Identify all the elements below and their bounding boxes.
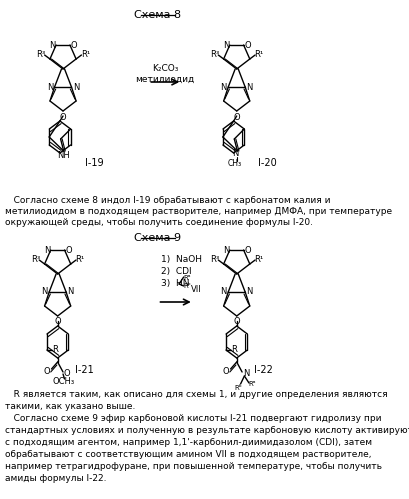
Text: NH: NH	[57, 152, 70, 161]
Text: 2)  CDI: 2) CDI	[161, 267, 191, 276]
Text: 1)  NaOH: 1) NaOH	[161, 255, 202, 264]
Text: CH₃: CH₃	[227, 159, 242, 168]
Text: N: N	[49, 40, 55, 49]
Text: OCH₃: OCH₃	[53, 378, 75, 387]
Text: 3)  HN: 3) HN	[161, 279, 189, 288]
Text: O: O	[244, 40, 250, 49]
Text: O: O	[244, 246, 250, 254]
Text: Схема 9: Схема 9	[134, 233, 181, 243]
Text: метилиодидом в подходящем растворителе, например ДМФА, при температуре: метилиодидом в подходящем растворителе, …	[4, 207, 391, 216]
Text: Согласно схеме 8 индол I-19 обрабатывают с карбонатом калия и: Согласно схеме 8 индол I-19 обрабатывают…	[4, 196, 329, 205]
Text: N: N	[67, 287, 74, 296]
Text: O: O	[233, 112, 239, 121]
Text: R³: R³	[36, 49, 45, 58]
Text: такими, как указано выше.: такими, как указано выше.	[4, 402, 135, 411]
Text: Rᵇ: Rᵇ	[183, 283, 191, 289]
Text: R³: R³	[31, 254, 40, 263]
Text: O: O	[70, 40, 77, 49]
Text: O: O	[60, 112, 66, 121]
Text: Rᵃ: Rᵃ	[248, 381, 255, 387]
Text: N: N	[220, 287, 226, 296]
Text: R³: R³	[209, 254, 218, 263]
Text: метилиодид: метилиодид	[135, 74, 194, 83]
Text: R: R	[52, 345, 58, 354]
Text: N: N	[44, 246, 50, 254]
Text: O: O	[222, 366, 229, 376]
Text: O: O	[43, 366, 50, 376]
Text: O: O	[63, 368, 70, 378]
Text: N: N	[220, 82, 226, 91]
Text: R¹: R¹	[81, 49, 90, 58]
Text: VII: VII	[190, 285, 201, 294]
Text: N: N	[41, 287, 47, 296]
Text: O: O	[65, 246, 72, 254]
Text: стандартных условиях и полученную в результате карбоновую кислоту активируют: стандартных условиях и полученную в резу…	[4, 426, 409, 435]
Text: например тетрагидрофуране, при повышенной температуре, чтобы получить: например тетрагидрофуране, при повышенно…	[4, 462, 381, 471]
Text: R³: R³	[209, 49, 218, 58]
Text: N: N	[47, 82, 53, 91]
Text: N: N	[246, 287, 252, 296]
Text: I-19: I-19	[84, 158, 103, 168]
Text: I-22: I-22	[253, 365, 272, 375]
Text: N: N	[231, 150, 238, 159]
Text: Rᵃ: Rᵃ	[183, 275, 191, 281]
Text: Согласно схеме 9 эфир карбоновой кислоты I-21 подвергают гидролизу при: Согласно схеме 9 эфир карбоновой кислоты…	[4, 414, 380, 423]
Text: R¹: R¹	[254, 254, 263, 263]
Text: амиды формулы I-22.: амиды формулы I-22.	[4, 474, 106, 483]
Text: I-20: I-20	[258, 158, 276, 168]
Text: с подходящим агентом, например 1,1'-карбонил-диимидазолом (CDI), затем: с подходящим агентом, например 1,1'-карб…	[4, 438, 371, 447]
Text: обрабатывают с соответствующим амином VII в подходящем растворителе,: обрабатывают с соответствующим амином VI…	[4, 450, 370, 459]
Text: R¹: R¹	[75, 254, 84, 263]
Text: R¹: R¹	[254, 49, 263, 58]
Text: N: N	[73, 82, 79, 91]
Text: N: N	[222, 40, 229, 49]
Text: O: O	[233, 317, 239, 326]
Text: Схема 8: Схема 8	[134, 10, 181, 20]
Text: N: N	[222, 246, 229, 254]
Text: I-21: I-21	[74, 365, 93, 375]
Text: окружающей среды, чтобы получить соединение формулы I-20.: окружающей среды, чтобы получить соедине…	[4, 218, 312, 227]
Text: O: O	[54, 317, 61, 326]
Text: N: N	[246, 82, 252, 91]
Text: K₂CO₃: K₂CO₃	[152, 63, 178, 72]
Text: Rᵇ: Rᵇ	[234, 385, 242, 391]
Text: N: N	[242, 369, 249, 379]
Text: R: R	[231, 345, 237, 354]
Text: R является таким, как описано для схемы 1, и другие определения являются: R является таким, как описано для схемы …	[4, 390, 386, 399]
